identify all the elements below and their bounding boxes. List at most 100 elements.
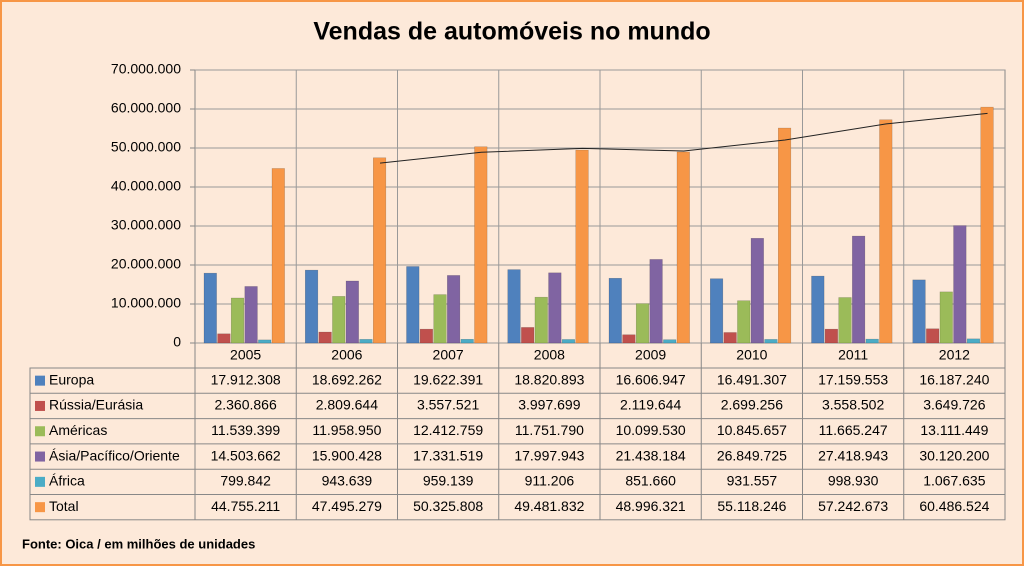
bar — [217, 333, 231, 344]
table-value: 12.412.759 — [413, 422, 483, 438]
legend-swatch — [35, 426, 45, 437]
bar — [230, 297, 245, 344]
x-tick-label: 2009 — [635, 347, 666, 363]
bar — [474, 146, 488, 344]
table-value: 19.622.391 — [413, 371, 483, 387]
trend-line — [379, 112, 988, 164]
table-value: 16.606.947 — [616, 371, 686, 387]
bar — [750, 238, 764, 344]
x-tick-label: 2006 — [331, 347, 362, 363]
table-value: 17.912.308 — [211, 371, 281, 387]
bar — [980, 106, 994, 344]
bar — [548, 272, 562, 344]
bar — [561, 339, 576, 344]
legend-label: Ásia/Pacífico/Oriente — [49, 447, 180, 463]
bar — [332, 296, 346, 344]
table-value: 49.481.832 — [514, 498, 584, 514]
bar — [879, 119, 893, 344]
table-value: 27.418.943 — [818, 447, 888, 463]
table-value: 16.187.240 — [919, 371, 989, 387]
bar — [359, 339, 373, 344]
legend-swatch — [35, 400, 45, 411]
bar — [345, 280, 359, 344]
bar — [305, 269, 319, 344]
table-value: 11.751.790 — [515, 422, 584, 438]
bar — [244, 286, 258, 344]
x-tick-label: 2012 — [939, 347, 970, 363]
legend-swatch — [35, 451, 45, 462]
bar — [203, 272, 217, 344]
bar — [406, 266, 420, 344]
bar — [737, 300, 751, 344]
legend-swatch — [35, 502, 45, 513]
bar — [419, 328, 433, 344]
bar — [865, 338, 879, 344]
source-note: Fonte: Oica / em milhões de unidades — [22, 536, 255, 551]
y-tick-label: 70.000.000 — [111, 61, 181, 77]
table-value: 11.665.247 — [819, 422, 888, 438]
y-tick-label: 0 — [173, 334, 181, 350]
table-value: 3.997.699 — [518, 397, 580, 413]
bar — [966, 338, 981, 344]
legend-label: Europa — [49, 371, 94, 387]
bar — [258, 339, 272, 344]
y-tick-label: 10.000.000 — [111, 295, 181, 311]
x-tick-label: 2011 — [838, 347, 868, 363]
table-value: 18.820.893 — [514, 371, 584, 387]
bar — [460, 339, 474, 344]
x-tick-label: 2010 — [736, 347, 767, 363]
table-value: 3.558.502 — [822, 397, 884, 413]
table-value: 931.557 — [727, 473, 778, 489]
x-tick-label: 2008 — [534, 347, 565, 363]
table-value: 959.139 — [423, 473, 474, 489]
bar — [852, 235, 866, 344]
table-value: 799.842 — [220, 473, 271, 489]
table-value: 911.206 — [525, 473, 575, 489]
table-value: 17.331.519 — [413, 447, 483, 463]
legend-label: África — [49, 473, 85, 489]
bar — [811, 275, 825, 344]
legend-label: Total — [49, 498, 79, 514]
table-value: 2.360.866 — [214, 397, 276, 413]
table-value: 60.486.524 — [919, 498, 989, 514]
bar — [838, 297, 852, 344]
bar — [521, 327, 535, 344]
y-tick-label: 60.000.000 — [111, 100, 181, 116]
table-value: 30.120.200 — [919, 447, 989, 463]
x-tick-label: 2005 — [230, 347, 261, 363]
bar — [635, 303, 650, 344]
bar — [824, 328, 838, 344]
table-value: 17.997.943 — [514, 447, 584, 463]
table-value: 18.692.262 — [312, 371, 382, 387]
legend-label: Rússia/Eurásia — [49, 397, 143, 413]
bar — [271, 168, 285, 344]
bar — [373, 157, 387, 344]
chart-title: Vendas de automóveis no mundo — [313, 18, 710, 46]
bar — [447, 275, 461, 344]
bar — [663, 339, 677, 344]
bar — [318, 331, 332, 344]
bar — [939, 291, 953, 344]
table-value: 11.958.950 — [312, 422, 381, 438]
bar — [575, 149, 589, 344]
bar — [534, 296, 548, 344]
table-value: 10.845.657 — [717, 422, 787, 438]
table-value: 998.930 — [828, 473, 879, 489]
x-tick-label: 2007 — [433, 347, 464, 363]
table-value: 1.067.635 — [923, 473, 985, 489]
bar — [608, 277, 622, 344]
bar — [723, 332, 737, 344]
table-value: 26.849.725 — [717, 447, 787, 463]
table-value: 14.503.662 — [211, 447, 281, 463]
table-value: 2.699.256 — [721, 397, 783, 413]
table-value: 50.325.808 — [413, 498, 483, 514]
table-value: 48.996.321 — [616, 498, 686, 514]
legend-label: Américas — [49, 422, 107, 438]
table-value: 55.118.246 — [717, 498, 786, 514]
table-value: 3.557.521 — [417, 397, 479, 413]
legend-swatch — [35, 375, 45, 386]
table-value: 943.639 — [322, 473, 373, 489]
y-tick-label: 40.000.000 — [111, 178, 181, 194]
bar — [926, 328, 940, 344]
